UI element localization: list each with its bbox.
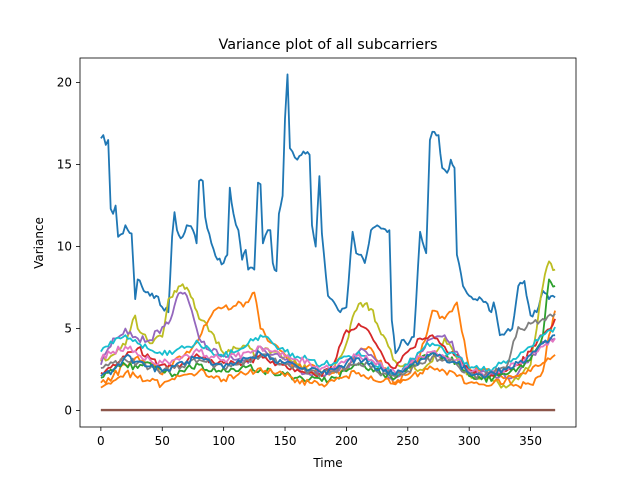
axes: 0 50 100 150 200 250 300 350 0 5 10 15 20	[57, 57, 577, 448]
x-tick-label: 200	[335, 434, 358, 448]
y-tick-label: 0	[64, 404, 72, 418]
y-tick-label: 15	[57, 158, 72, 172]
series-line-1	[100, 73, 556, 355]
series-line-7	[100, 326, 556, 376]
plot-area	[100, 73, 556, 412]
x-tick-label: 50	[155, 434, 170, 448]
x-tick-label: 350	[519, 434, 542, 448]
x-tick-label: 100	[212, 434, 235, 448]
y-tick-label: 10	[57, 240, 72, 254]
x-tick-label: 250	[396, 434, 419, 448]
y-tick-label: 5	[64, 322, 72, 336]
y-axis-label: Variance	[32, 217, 46, 269]
x-tick-label: 0	[97, 434, 105, 448]
x-axis-label: Time	[312, 456, 342, 470]
x-tick-label: 150	[274, 434, 297, 448]
series-line-10	[100, 334, 556, 379]
plot-frame	[79, 57, 577, 428]
y-tick-label: 20	[57, 76, 72, 90]
x-tick-label: 300	[458, 434, 481, 448]
series-line-11	[100, 354, 556, 389]
chart-title: Variance plot of all subcarriers	[218, 37, 437, 53]
